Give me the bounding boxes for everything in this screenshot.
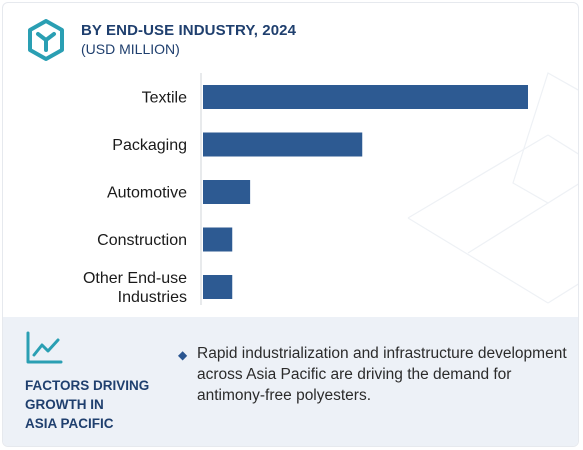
- category-label: Packaging: [112, 137, 187, 154]
- chart-title: BY END-USE INDUSTRY, 2024: [81, 22, 297, 39]
- category-label: Automotive: [107, 185, 187, 202]
- heading-line: ASIA PACIFIC: [25, 416, 114, 431]
- heading-line: GROWTH IN: [25, 397, 104, 412]
- cube-logo-icon: [28, 19, 64, 61]
- bar-construction: [203, 227, 233, 252]
- growth-driver-text: Rapid industrialization and infrastructu…: [197, 345, 567, 404]
- bar-packaging: [203, 132, 363, 157]
- growth-factors-panel: FACTORS DRIVING GROWTH IN ASIA PACIFIC ◆…: [3, 317, 578, 446]
- diamond-bullet-icon: ◆: [178, 348, 188, 362]
- category-label: Textile: [142, 90, 187, 107]
- infographic-card: BY END-USE INDUSTRY, 2024 (USD MILLION) …: [2, 2, 579, 447]
- chart-subtitle: (USD MILLION): [81, 41, 180, 57]
- bar-other-end-use-industries: [203, 275, 233, 299]
- growth-factors-heading: FACTORS DRIVING GROWTH IN ASIA PACIFIC: [25, 376, 165, 433]
- category-label: Industries: [118, 289, 187, 306]
- category-label: Construction: [97, 232, 187, 249]
- heading-line: FACTORS DRIVING: [25, 378, 150, 393]
- trend-line-icon: [26, 331, 63, 364]
- watermark-cube-outline: [407, 72, 578, 304]
- bar-textile: [203, 85, 528, 109]
- bar-automotive: [203, 180, 251, 204]
- category-label: Other End-use: [83, 270, 187, 287]
- bar-chart: Textile Packaging Automotive Construction Ot…: [83, 73, 528, 306]
